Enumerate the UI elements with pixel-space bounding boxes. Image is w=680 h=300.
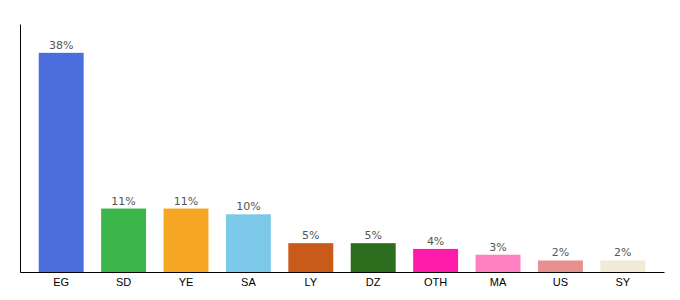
x-tick-label: MA bbox=[490, 276, 507, 288]
y-axis-line bbox=[20, 25, 21, 273]
x-tick: OTH bbox=[424, 272, 447, 288]
data-label: 11% bbox=[111, 195, 135, 208]
x-tick-label: YE bbox=[179, 276, 194, 288]
x-tick-label: SA bbox=[241, 276, 256, 288]
x-tick-label: EG bbox=[53, 276, 69, 288]
bar bbox=[164, 209, 209, 272]
data-label: 10% bbox=[236, 200, 260, 213]
data-label: 5% bbox=[364, 229, 381, 242]
bar bbox=[39, 53, 84, 272]
x-tick: LY bbox=[304, 272, 317, 288]
bar bbox=[288, 243, 333, 272]
plot: 38% 11% 11% 10% 5% 5% 4% 3% 2% 2% EG SD YE SA LY DZ OTH M… bbox=[21, 25, 665, 288]
bar bbox=[413, 249, 458, 272]
data-label: 5% bbox=[302, 229, 319, 242]
x-tick-label: SY bbox=[615, 276, 630, 288]
x-axis: EG SD YE SA LY DZ OTH MA US SY bbox=[21, 272, 665, 288]
data-label: 11% bbox=[174, 195, 198, 208]
x-tick-label: OTH bbox=[424, 276, 447, 288]
data-label: 38% bbox=[49, 39, 73, 52]
bar bbox=[476, 255, 521, 272]
bars bbox=[39, 53, 646, 272]
bar bbox=[101, 209, 146, 272]
x-axis-line bbox=[21, 272, 665, 273]
data-label: 2% bbox=[552, 246, 569, 259]
x-tick-label: SD bbox=[116, 276, 131, 288]
x-tick-label: LY bbox=[304, 276, 317, 288]
x-tick: EG bbox=[53, 272, 69, 288]
x-tick: MA bbox=[490, 272, 507, 288]
data-label: 4% bbox=[427, 235, 444, 248]
bar bbox=[226, 214, 271, 272]
x-tick-label: US bbox=[553, 276, 568, 288]
bar bbox=[351, 243, 396, 272]
bar bbox=[600, 260, 645, 272]
chart: 38% 11% 11% 10% 5% 5% 4% 3% 2% 2% EG SD YE SA LY DZ OTH M… bbox=[0, 0, 680, 300]
x-tick: US bbox=[553, 272, 568, 288]
x-tick: SD bbox=[116, 272, 131, 288]
x-tick-label: DZ bbox=[366, 276, 381, 288]
x-tick: DZ bbox=[366, 272, 381, 288]
y-axis bbox=[20, 25, 21, 273]
x-tick: SA bbox=[241, 272, 256, 288]
x-tick: YE bbox=[179, 272, 194, 288]
data-label: 3% bbox=[489, 241, 506, 254]
data-labels: 38% 11% 11% 10% 5% 5% 4% 3% 2% 2% bbox=[49, 39, 632, 260]
data-label: 2% bbox=[614, 246, 631, 259]
x-tick: SY bbox=[615, 272, 630, 288]
bar bbox=[538, 260, 583, 272]
